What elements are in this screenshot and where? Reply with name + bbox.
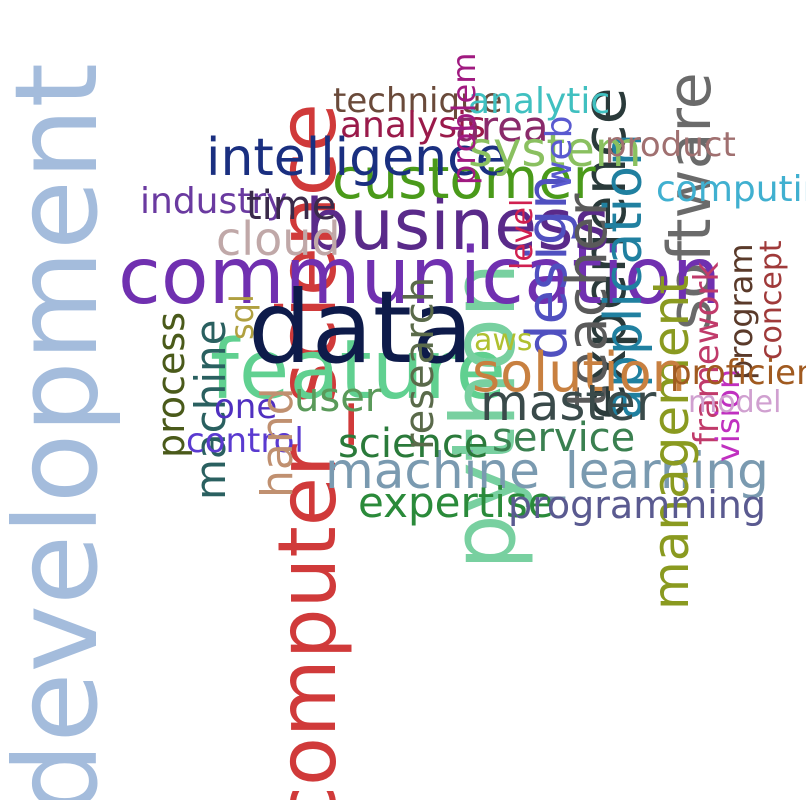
word-one: one: [214, 387, 278, 427]
word-business: business: [305, 184, 611, 266]
word-communication: communication: [118, 232, 722, 322]
word-proficiency: proficiency: [670, 353, 806, 393]
word-expertise: expertise: [358, 478, 554, 527]
word-cloud: cloud: [216, 212, 341, 266]
word-industry: industry: [140, 181, 288, 222]
word-analytic: analytic: [468, 81, 611, 122]
word-master: master: [480, 374, 657, 432]
word-user: user: [294, 375, 382, 421]
word-concept: concept: [754, 240, 789, 360]
word-time: time: [246, 183, 337, 229]
word-system: system: [468, 122, 642, 178]
word-level: level: [505, 198, 540, 270]
word-science: science: [338, 421, 489, 467]
word-programming: programming: [508, 483, 766, 527]
word-intelligence: intelligence: [206, 128, 508, 188]
word-research: research: [397, 276, 443, 450]
word-product: product: [605, 125, 736, 165]
word-feature: feature: [210, 323, 507, 418]
word-model: model: [688, 385, 782, 420]
word-data: data: [248, 269, 474, 386]
word-area: area: [455, 102, 549, 151]
word-solution: solution: [472, 341, 686, 404]
word-development: development: [0, 62, 123, 800]
word-machine-learning: machine_learning: [325, 442, 769, 500]
word-analysis: analysis: [340, 105, 486, 146]
word-service: service: [492, 415, 636, 461]
word-problem: problem: [445, 52, 483, 185]
word-process: process: [149, 311, 193, 458]
word-computing: computing: [656, 169, 806, 210]
word-customer: customer: [332, 147, 596, 212]
word-sql: sql: [223, 294, 261, 340]
word-hand: hand: [252, 387, 303, 498]
word-aws: aws: [474, 323, 533, 358]
word-control: control: [186, 421, 304, 461]
word-web: web: [539, 115, 580, 190]
word-technique: technique: [333, 81, 503, 121]
